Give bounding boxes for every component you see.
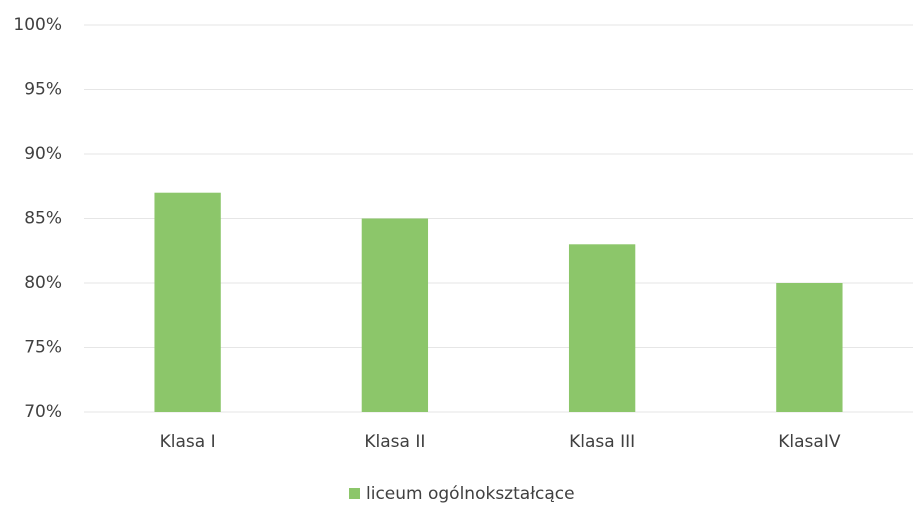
y-tick-label: 85% [24, 209, 62, 229]
x-tick-label: KlasaIV [778, 432, 841, 452]
x-tick-label: Klasa I [160, 432, 216, 452]
bar [361, 218, 429, 412]
y-tick-label: 95% [24, 80, 62, 100]
x-tick-label: Klasa II [364, 432, 425, 452]
x-tick-label: Klasa III [569, 432, 635, 452]
y-tick-label: 70% [24, 402, 62, 422]
bar [154, 192, 221, 412]
y-tick-label: 90% [24, 144, 62, 164]
y-tick-label: 100% [13, 15, 62, 35]
legend-label: liceum ogólnokształcące [366, 484, 575, 504]
bar [776, 283, 843, 412]
legend-swatch [349, 488, 360, 499]
y-tick-label: 80% [24, 273, 62, 293]
bar [568, 244, 636, 412]
y-tick-label: 75% [24, 338, 62, 358]
